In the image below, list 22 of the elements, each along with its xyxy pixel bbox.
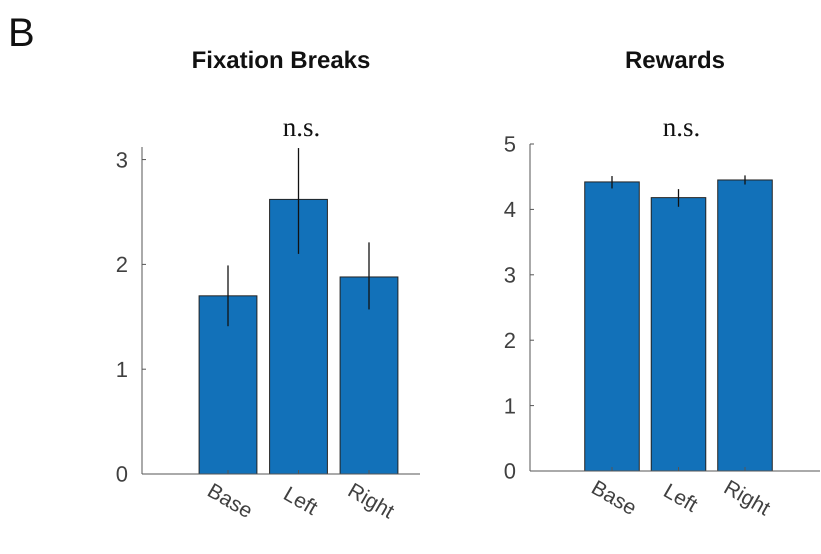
x-tick-label: Base — [203, 479, 256, 524]
x-tick-label: Left — [279, 482, 322, 520]
x-tick-label: Left — [659, 479, 702, 517]
text: n.s. — [662, 112, 700, 142]
text: n.s. — [282, 112, 320, 142]
bar — [340, 276, 398, 474]
chart-title: Fixation Breaks — [192, 47, 370, 74]
x-tick-label: Base — [587, 476, 640, 520]
y-tick-label: 0 — [116, 462, 128, 487]
y-tick-label: 2 — [504, 328, 516, 353]
y-tick-label: 5 — [504, 132, 516, 157]
text: B — [8, 11, 35, 55]
bar — [198, 295, 258, 474]
y-tick-label: 4 — [504, 197, 516, 222]
bar — [269, 198, 328, 474]
y-tick-label: 1 — [116, 356, 128, 382]
y-tick-label: 2 — [116, 252, 128, 278]
chart-title: Rewards — [624, 47, 726, 74]
y-tick-label: 0 — [504, 458, 516, 484]
y-tick-label: 3 — [116, 147, 128, 172]
y-tick-label: 1 — [504, 393, 516, 418]
y-tick-label: 3 — [504, 262, 516, 288]
